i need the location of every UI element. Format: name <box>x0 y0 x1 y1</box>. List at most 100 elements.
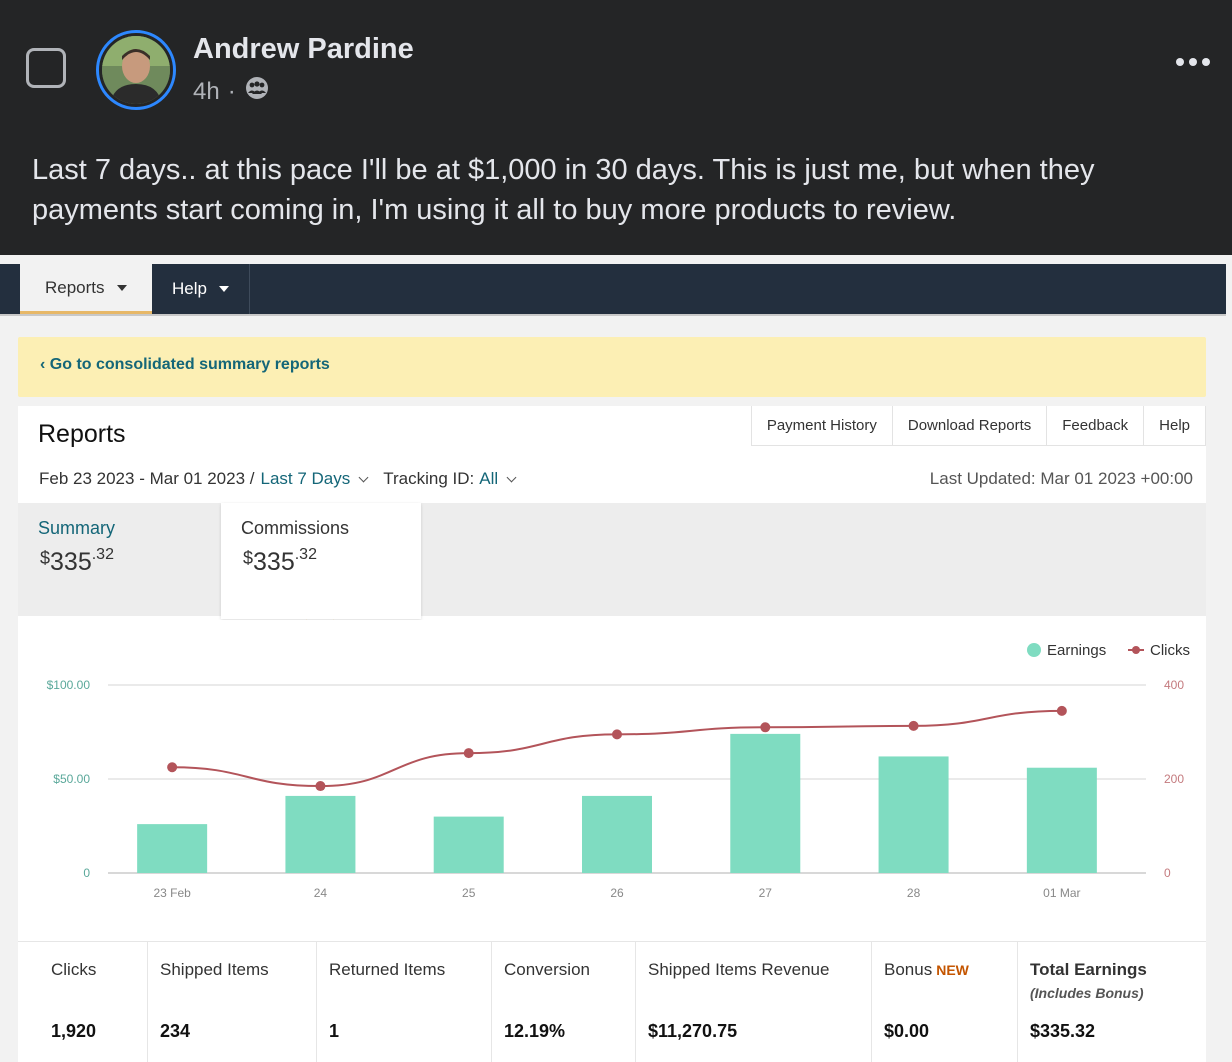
x-tick-label: 24 <box>314 886 328 900</box>
point-clicks <box>612 729 622 740</box>
tracking-select[interactable]: All <box>479 469 499 488</box>
legend-clicks-label: Clicks <box>1150 642 1190 659</box>
post-header: Andrew Pardine 4h · Last 7 days.. at thi… <box>0 0 1232 255</box>
stat-label: Total Earnings <box>1030 960 1147 979</box>
y-left-tick-label: 0 <box>83 866 90 880</box>
stat-value: 1 <box>329 1021 340 1041</box>
date-range: Feb 23 2023 - Mar 01 2023 / <box>39 469 255 488</box>
caret-down-icon <box>218 286 229 292</box>
y-right-tick-label: 0 <box>1164 866 1171 880</box>
nav-tab-label: Help <box>172 279 207 298</box>
stat-label: Shipped Items Revenue <box>648 960 830 979</box>
tab-label: Summary <box>38 518 116 538</box>
new-badge: NEW <box>936 962 969 978</box>
stat-returned-items: Returned Items 1 <box>316 942 491 1062</box>
legend-earnings-label: Earnings <box>1047 642 1106 659</box>
post-meta: 4h · <box>193 75 270 108</box>
feedback-button[interactable]: Feedback <box>1046 406 1145 446</box>
stats-row: Clicks 1,920 Shipped Items 234 Returned … <box>18 941 1206 1062</box>
tab-summary[interactable]: Summary $335.32 <box>18 503 218 619</box>
y-right-tick-label: 200 <box>1164 772 1184 786</box>
tracking-label: Tracking ID: <box>383 469 475 488</box>
stat-value: $0.00 <box>884 1021 930 1041</box>
x-tick-label: 25 <box>462 886 476 900</box>
stat-sublabel: (Includes Bonus) <box>1030 985 1144 1001</box>
point-clicks <box>1056 705 1067 716</box>
point-clicks <box>315 781 326 792</box>
stat-shipped-items: Shipped Items 234 <box>147 942 316 1062</box>
last-updated: Last Updated: Mar 01 2023 +00:00 <box>929 469 1193 488</box>
tab-commissions[interactable]: Commissions $335.32 <box>221 503 421 619</box>
report-actions: Payment History Download Reports Feedbac… <box>750 406 1206 446</box>
stat-value: $335.32 <box>1030 1021 1096 1041</box>
consolidated-banner: ‹ Go to consolidated summary reports <box>18 337 1206 397</box>
bar-earnings <box>878 756 949 873</box>
stat-value: 1,920 <box>51 1021 97 1041</box>
top-navbar: Reports Help <box>0 264 1226 314</box>
chevron-down-icon[interactable] <box>506 472 517 482</box>
bar-earnings <box>582 795 652 873</box>
post-time[interactable]: 4h <box>193 77 220 105</box>
nav-tab-reports[interactable]: Reports <box>20 264 152 314</box>
consolidated-summary-link[interactable]: ‹ Go to consolidated summary reports <box>40 356 330 373</box>
bar-earnings <box>1026 767 1097 873</box>
point-clicks <box>167 762 178 773</box>
stat-bonus: Bonus NEW $0.00 <box>871 942 1017 1062</box>
more-options-icon[interactable] <box>1176 58 1210 66</box>
x-tick-label: 01 Mar <box>1043 886 1080 900</box>
payment-history-button[interactable]: Payment History <box>750 406 893 446</box>
author-name[interactable]: Andrew Pardine <box>193 33 414 65</box>
x-tick-label: 23 Feb <box>153 886 191 900</box>
tab-label: Commissions <box>241 518 350 538</box>
bar-earnings <box>433 816 504 873</box>
point-clicks <box>463 748 474 759</box>
stat-label: Returned Items <box>329 960 446 979</box>
stat-label: Conversion <box>504 960 590 979</box>
post-text: Last 7 days.. at this pace I'll be at $1… <box>32 154 1095 226</box>
bar-earnings <box>137 824 208 873</box>
y-left-tick-label: $100.00 <box>47 678 91 692</box>
stat-value: $11,270.75 <box>648 1021 738 1041</box>
stat-clicks: Clicks 1,920 <box>18 942 147 1062</box>
caret-down-icon <box>116 284 127 291</box>
stat-conversion: Conversion 12.19% <box>491 942 635 1062</box>
stat-shipped-revenue: Shipped Items Revenue $11,270.75 <box>635 942 871 1062</box>
group-icon <box>244 75 270 108</box>
y-right-tick-label: 400 <box>1164 678 1184 692</box>
stat-label: Bonus NEW <box>884 960 969 979</box>
help-button[interactable]: Help <box>1143 406 1206 446</box>
chart-svg: 0 0 $50.00 200 $100.00 400 23 Feb 24 25 26 27 28 01 … <box>47 642 1190 900</box>
nav-tab-help[interactable]: Help <box>152 264 250 314</box>
legend-clicks-swatch <box>1132 646 1140 654</box>
page-title: Reports <box>38 420 126 448</box>
meta-separator: · <box>227 77 236 105</box>
reports-card: Reports Payment History Download Reports… <box>18 406 1206 1062</box>
tab-amount: $335.32 <box>243 546 317 576</box>
nav-tab-label: Reports <box>45 277 105 297</box>
tab-amount: $335.32 <box>40 546 114 576</box>
period-select[interactable]: Last 7 Days <box>260 469 351 488</box>
screenshot-image: Reports Help ‹ Go to consolidated summar… <box>0 255 1232 1062</box>
select-checkbox[interactable] <box>26 48 66 88</box>
stat-value: 234 <box>160 1021 191 1041</box>
y-left-tick-label: $50.00 <box>53 772 90 786</box>
earnings-chart: 0 0 $50.00 200 $100.00 400 23 Feb 24 25 26 27 28 01 … <box>18 620 1206 940</box>
chevron-down-icon[interactable] <box>358 472 369 482</box>
stat-label: Shipped Items <box>160 960 269 979</box>
stat-value: 12.19% <box>504 1021 566 1041</box>
filter-row: Feb 23 2023 - Mar 01 2023 / Last 7 Days … <box>39 469 525 489</box>
x-tick-label: 27 <box>759 886 773 900</box>
stat-label: Clicks <box>51 960 97 979</box>
bar-earnings <box>285 795 356 873</box>
avatar-image <box>102 36 170 104</box>
nav-divider <box>0 314 1226 316</box>
x-tick-label: 26 <box>610 886 624 900</box>
bar-earnings <box>730 733 801 873</box>
stat-total-earnings: Total Earnings (Includes Bonus) $335.32 <box>1017 942 1206 1062</box>
download-reports-button[interactable]: Download Reports <box>891 406 1048 446</box>
avatar[interactable] <box>96 30 176 110</box>
point-clicks <box>908 720 919 731</box>
metric-tabs: Summary $335.32 Commissions $335.32 <box>18 503 1206 619</box>
point-clicks <box>760 722 771 733</box>
legend-earnings-swatch <box>1027 643 1041 657</box>
